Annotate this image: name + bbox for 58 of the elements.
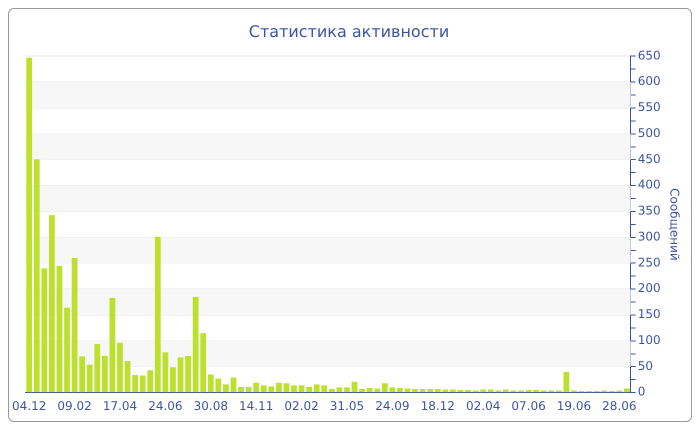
y-tick-label: 100 — [638, 332, 661, 347]
y-tick-label: 250 — [638, 255, 661, 270]
bar — [147, 370, 154, 392]
bar — [366, 388, 373, 392]
x-tick-label: 17.04 — [102, 398, 138, 413]
bar — [321, 385, 328, 392]
x-tick-label: 31.05 — [330, 398, 364, 413]
bar — [374, 388, 380, 392]
bar — [442, 389, 448, 392]
y-tick-label: 200 — [638, 281, 661, 296]
x-tick-label: 04.12 — [12, 398, 46, 413]
x-tick-label: 18.12 — [420, 398, 455, 413]
y-tick-label: 50 — [638, 358, 653, 373]
y-tick-label: 0 — [638, 384, 646, 399]
y-tick-label: 450 — [638, 152, 661, 166]
bar — [382, 383, 388, 392]
bar — [328, 388, 335, 392]
y-tick-label: 650 — [638, 48, 661, 62]
y-tick-label: 550 — [638, 100, 661, 114]
bar — [192, 296, 199, 392]
x-tick-label: 02.02 — [284, 398, 319, 413]
chart-title: Статистика активности — [248, 22, 450, 41]
bar — [215, 378, 222, 392]
y-tick-label: 350 — [638, 204, 661, 218]
bar — [140, 376, 146, 392]
y-tick-label: 500 — [638, 126, 661, 140]
x-tick-label: 09.02 — [57, 398, 92, 413]
bar — [154, 236, 161, 392]
bar — [208, 374, 214, 392]
bar — [26, 58, 32, 392]
bar — [434, 388, 441, 392]
bar — [34, 159, 40, 392]
x-tick-label: 02.04 — [466, 398, 500, 413]
bar — [79, 356, 86, 392]
bar — [314, 384, 320, 392]
y-tick-label: 300 — [638, 229, 661, 244]
bar — [253, 382, 260, 392]
x-tick-label: 30.08 — [194, 398, 228, 413]
x-tick-label: 07.06 — [511, 398, 546, 413]
bar — [480, 389, 486, 392]
x-tick-label: 14.11 — [239, 398, 274, 413]
y-tick-label: 400 — [638, 178, 661, 192]
x-tick-label: 24.09 — [375, 398, 410, 413]
y-axis-title: Сообщений — [668, 188, 682, 261]
x-tick-label: 28.06 — [602, 398, 637, 413]
bar — [624, 388, 630, 392]
bar — [200, 333, 206, 392]
y-tick-label: 600 — [638, 74, 661, 88]
bar — [488, 389, 494, 392]
bar — [94, 344, 100, 392]
x-tick-label: 19.06 — [556, 398, 592, 413]
x-tick-label: 24.06 — [148, 398, 183, 413]
y-tick-label: 150 — [638, 307, 661, 322]
bar — [86, 364, 93, 392]
bar — [268, 386, 274, 392]
bar — [41, 268, 48, 392]
bar — [427, 388, 434, 392]
bar — [260, 385, 267, 392]
